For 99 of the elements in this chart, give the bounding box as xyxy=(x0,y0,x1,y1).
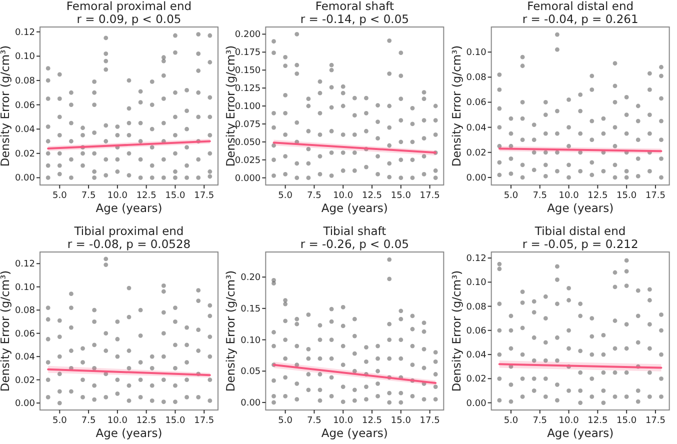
y-tick-label: 0.02 xyxy=(14,149,35,160)
y-tick-label: 0.050 xyxy=(234,138,261,148)
x-axis-title: Age (years) xyxy=(547,426,614,440)
x-axis-title: Age (years) xyxy=(321,426,388,440)
x-tick-label: 10.0 xyxy=(333,191,354,201)
y-tick-label: 0.00 xyxy=(14,399,36,410)
x-tick-label: 7.5 xyxy=(81,191,96,201)
y-tick-label: 0.025 xyxy=(234,156,261,166)
y-tick-label: 0.000 xyxy=(234,174,261,184)
x-axis-title: Age (years) xyxy=(321,201,388,215)
y-tick-label: 0.175 xyxy=(234,48,261,58)
x-tick-label: 7.5 xyxy=(532,416,548,426)
chart-subtitle: r = -0.05, p = 0.212 xyxy=(522,237,638,251)
x-axis-title: Age (years) xyxy=(96,201,162,215)
chart-subtitle: r = -0.08, p = 0.0528 xyxy=(67,237,191,251)
y-tick-label: 0.04 xyxy=(14,352,36,363)
x-tick-label: 10.0 xyxy=(333,416,354,426)
x-axis-title: Age (years) xyxy=(547,201,614,215)
y-tick-label: 0.08 xyxy=(466,73,487,84)
x-tick-label: 5.0 xyxy=(52,416,68,426)
y-tick-label: 0.10 xyxy=(14,52,36,62)
chart-title: Femoral shaft xyxy=(315,0,394,13)
chart-subtitle: r = -0.14, p < 0.05 xyxy=(300,12,409,26)
y-tick-label: 0.00 xyxy=(240,398,261,408)
x-tick-label: 17.5 xyxy=(645,191,666,201)
y-tick-label: 0.08 xyxy=(14,76,36,86)
x-tick-label: 10.0 xyxy=(558,416,580,426)
x-tick-label: 7.5 xyxy=(81,416,96,426)
y-tick-label: 0.02 xyxy=(14,376,35,386)
x-tick-label: 7.5 xyxy=(532,191,548,201)
y-tick-label: 0.04 xyxy=(14,125,36,136)
y-tick-label: 0.12 xyxy=(466,254,486,264)
x-tick-label: 5.0 xyxy=(278,191,293,201)
x-tick-label: 7.5 xyxy=(307,191,322,201)
x-tick-label: 17.5 xyxy=(420,191,440,201)
y-tick-label: 0.04 xyxy=(466,123,487,134)
y-axis-title: Density Error (g/cm³) xyxy=(0,45,12,167)
x-tick-label: 15.0 xyxy=(616,191,637,201)
y-tick-label: 0.200 xyxy=(234,30,261,40)
x-tick-label: 15.0 xyxy=(165,416,186,426)
x-axis-title: Age (years) xyxy=(96,426,162,440)
y-tick-label: 0.06 xyxy=(466,326,487,336)
y-tick-label: 0.06 xyxy=(14,329,36,340)
x-tick-label: 5.0 xyxy=(504,416,518,426)
y-tick-label: 0.15 xyxy=(240,304,261,314)
x-tick-label: 17.5 xyxy=(645,416,666,426)
x-tick-label: 17.5 xyxy=(420,416,440,426)
x-tick-label: 15.0 xyxy=(616,416,637,426)
y-axis-title: Density Error (g/cm³) xyxy=(0,270,12,392)
y-tick-label: 0.100 xyxy=(234,102,261,112)
x-tick-label: 5.0 xyxy=(278,416,293,426)
y-tick-label: 0.12 xyxy=(14,28,35,38)
chart-title: Tibial distal end xyxy=(534,224,626,238)
y-tick-label: 0.10 xyxy=(240,336,261,346)
x-tick-label: 15.0 xyxy=(165,191,186,201)
x-tick-label: 15.0 xyxy=(390,191,412,201)
y-tick-label: 0.00 xyxy=(14,174,36,184)
y-tick-label: 0.10 xyxy=(14,282,36,293)
y-axis-title: Density Error (g/cm³) xyxy=(449,45,464,167)
chart-title: Tibial proximal end xyxy=(73,224,184,238)
y-tick-label: 0.10 xyxy=(466,278,487,288)
y-tick-label: 0.06 xyxy=(466,98,487,108)
x-tick-label: 10.0 xyxy=(107,191,128,201)
x-tick-label: 12.5 xyxy=(136,191,156,201)
x-tick-label: 7.5 xyxy=(307,416,322,426)
y-tick-label: 0.08 xyxy=(14,306,36,316)
x-tick-label: 12.5 xyxy=(588,191,608,201)
x-tick-label: 5.0 xyxy=(504,191,518,201)
y-tick-label: 0.05 xyxy=(240,367,261,378)
y-tick-label: 0.125 xyxy=(234,84,261,94)
y-tick-label: 0.06 xyxy=(14,100,36,111)
y-axis-title: Density Error (g/cm³) xyxy=(449,270,464,392)
x-tick-label: 17.5 xyxy=(194,191,214,201)
y-tick-label: 0.00 xyxy=(466,398,487,409)
x-tick-label: 12.5 xyxy=(136,416,156,426)
y-tick-label: 0.20 xyxy=(240,273,261,284)
y-tick-label: 0.08 xyxy=(466,302,487,312)
y-tick-label: 0.12 xyxy=(14,260,35,270)
chart-title: Femoral proximal end xyxy=(66,0,192,13)
x-tick-label: 15.0 xyxy=(390,416,412,426)
chart-subtitle: r = -0.04, p = 0.261 xyxy=(522,12,638,26)
y-tick-label: 0.00 xyxy=(466,173,487,184)
x-tick-label: 17.5 xyxy=(194,416,214,426)
x-tick-label: 12.5 xyxy=(588,416,608,426)
y-tick-label: 0.02 xyxy=(466,148,486,158)
chart-subtitle: r = 0.09, p < 0.05 xyxy=(76,12,182,26)
y-tick-label: 0.150 xyxy=(234,66,261,76)
y-tick-label: 0.02 xyxy=(466,374,486,385)
x-tick-label: 12.5 xyxy=(362,191,382,201)
y-tick-label: 0.10 xyxy=(466,48,487,58)
x-tick-label: 10.0 xyxy=(107,416,128,426)
x-tick-label: 10.0 xyxy=(558,191,580,201)
y-tick-label: 0.04 xyxy=(466,350,487,361)
x-tick-label: 5.0 xyxy=(52,191,68,201)
chart-subtitle: r = -0.26, p < 0.05 xyxy=(300,237,409,251)
y-axis-title: Density Error (g/cm³) xyxy=(224,270,238,392)
x-tick-label: 12.5 xyxy=(362,416,382,426)
chart-title: Tibial shaft xyxy=(322,224,387,238)
chart-title: Femoral distal end xyxy=(527,0,634,13)
